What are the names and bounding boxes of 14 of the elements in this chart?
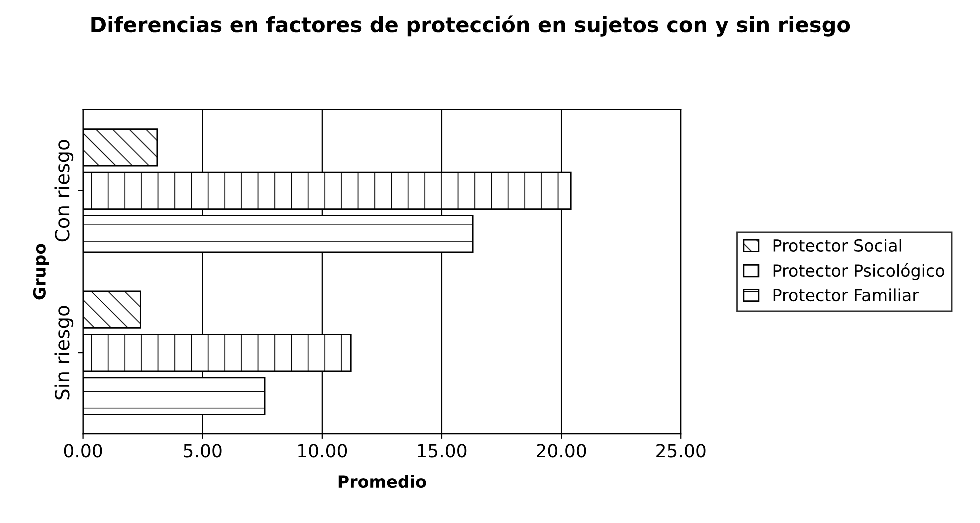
- legend-label: Protector Social: [774, 239, 902, 252]
- y-tick-label: Sin riesgo: [54, 306, 74, 400]
- legend-label: Protector Psicológico: [774, 264, 944, 280]
- x-tick-label: 25.00: [656, 444, 706, 458]
- x-tick-label: 0.00: [64, 444, 102, 458]
- x-axis-title: Promedio: [338, 475, 426, 488]
- x-tick-label: 15.00: [418, 444, 467, 458]
- legend-label: Protector Familiar: [774, 288, 919, 302]
- chart-title: Diferencias en factores de protección en sujetos con y sin riesgo: [92, 16, 850, 37]
- y-tick-label: Con riesgo: [54, 140, 74, 242]
- x-tick-label: 20.00: [537, 444, 586, 458]
- y-axis-title: Grupo: [33, 244, 50, 300]
- x-tick-label: 10.00: [298, 444, 348, 458]
- x-tick-label: 5.00: [184, 444, 222, 458]
